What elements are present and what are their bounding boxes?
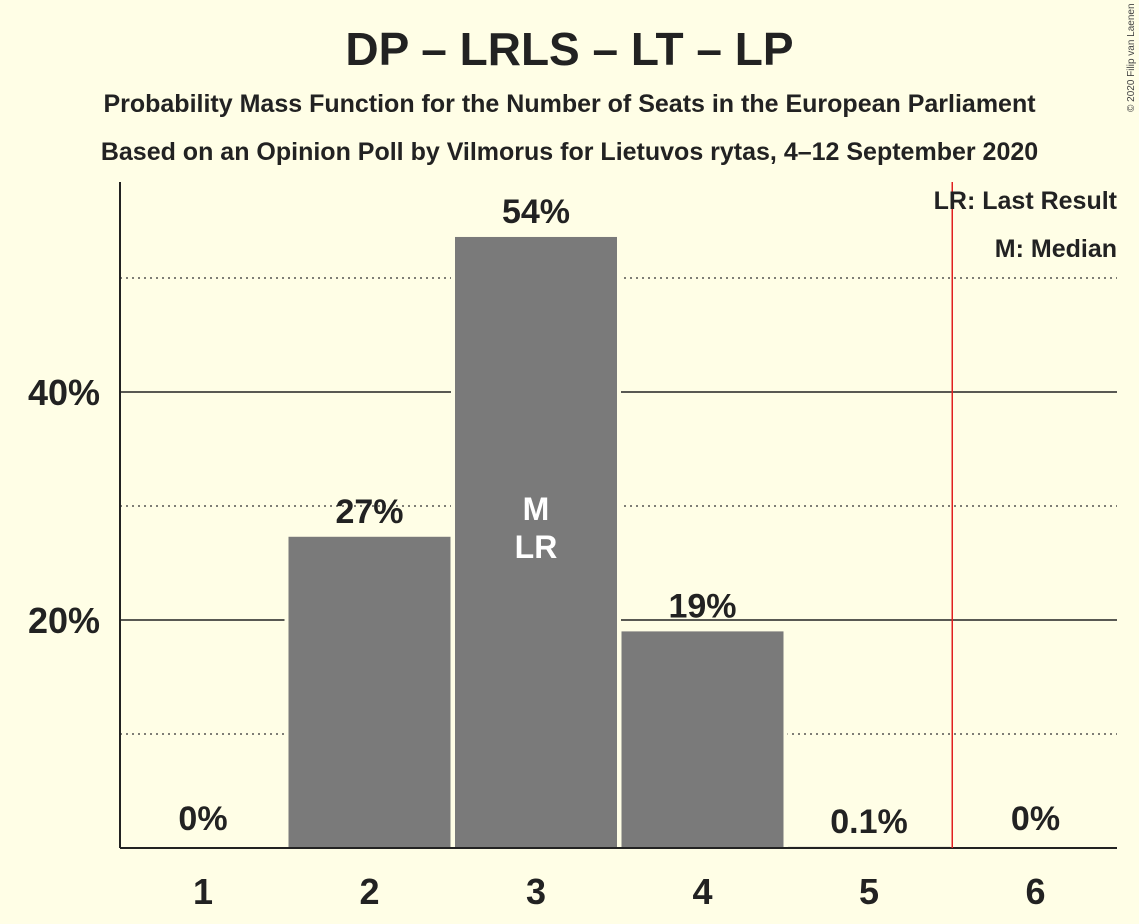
axes: 20% 40% 1 2 3 4 5 6 xyxy=(28,182,1117,912)
x-tick-label-4: 4 xyxy=(692,871,712,912)
value-label-2: 27% xyxy=(335,493,403,531)
value-label-5: 0.1% xyxy=(830,803,908,841)
value-label-3: 54% xyxy=(502,193,570,231)
bar-3 xyxy=(455,236,617,848)
value-labels: 0% 27% 54% 19% 0.1% 0% MLR xyxy=(178,193,1060,841)
chart-subtitle-2: Based on an Opinion Poll by Vilmorus for… xyxy=(100,138,1039,166)
last-result-marker: LR xyxy=(515,529,558,565)
x-tick-label-6: 6 xyxy=(1025,871,1045,912)
x-tick-label-1: 1 xyxy=(193,871,213,912)
y-tick-label-40: 40% xyxy=(28,372,100,413)
y-tick-label-20: 20% xyxy=(28,600,100,641)
bar-2 xyxy=(288,536,451,848)
bar-4 xyxy=(621,631,784,848)
x-tick-label-3: 3 xyxy=(526,871,546,912)
chart-subtitle-1: Probability Mass Function for the Number… xyxy=(103,90,1036,118)
value-label-6: 0% xyxy=(1011,800,1060,838)
median-marker: M xyxy=(523,491,550,527)
chart-title: DP – LRLS – LT – LP xyxy=(345,23,794,75)
x-tick-label-5: 5 xyxy=(859,871,879,912)
legend-median: M: Median xyxy=(995,235,1117,263)
value-label-1: 0% xyxy=(178,800,227,838)
legend-last-result: LR: Last Result xyxy=(934,187,1118,215)
value-label-4: 19% xyxy=(668,587,736,625)
x-tick-label-2: 2 xyxy=(359,871,379,912)
bars xyxy=(284,236,954,848)
